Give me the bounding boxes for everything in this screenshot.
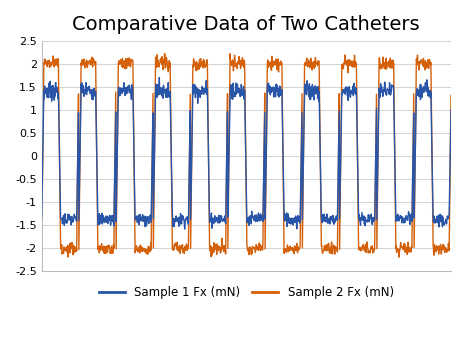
Sample 1 Fx (mN) — [209, 226, 215, 230]
Sample 2 Fx (mN) — [433, 249, 439, 253]
Sample 2 Fx (mN) — [59, 246, 64, 250]
Line: Sample 1 Fx (mN): Sample 1 Fx (mN) — [41, 78, 451, 229]
Sample 2 Fx (mN) — [143, 250, 148, 254]
Sample 1 Fx (mN) — [354, 134, 360, 138]
Sample 1 Fx (mN) — [448, 108, 454, 112]
Sample 1 Fx (mN) — [70, 218, 75, 222]
Line: Sample 2 Fx (mN): Sample 2 Fx (mN) — [41, 54, 451, 257]
Sample 1 Fx (mN) — [182, 227, 187, 231]
Sample 1 Fx (mN) — [143, 224, 148, 229]
Sample 2 Fx (mN) — [70, 253, 75, 257]
Legend: Sample 1 Fx (mN), Sample 2 Fx (mN): Sample 1 Fx (mN), Sample 2 Fx (mN) — [94, 281, 398, 304]
Sample 2 Fx (mN) — [354, 91, 360, 95]
Sample 1 Fx (mN) — [39, 215, 44, 219]
Sample 2 Fx (mN) — [162, 51, 167, 56]
Sample 2 Fx (mN) — [396, 255, 402, 259]
Sample 2 Fx (mN) — [39, 245, 44, 249]
Sample 1 Fx (mN) — [157, 76, 162, 80]
Sample 1 Fx (mN) — [59, 216, 64, 221]
Sample 1 Fx (mN) — [433, 221, 439, 225]
Sample 2 Fx (mN) — [448, 93, 454, 97]
Title: Comparative Data of Two Catheters: Comparative Data of Two Catheters — [73, 15, 420, 34]
Sample 2 Fx (mN) — [209, 246, 214, 250]
